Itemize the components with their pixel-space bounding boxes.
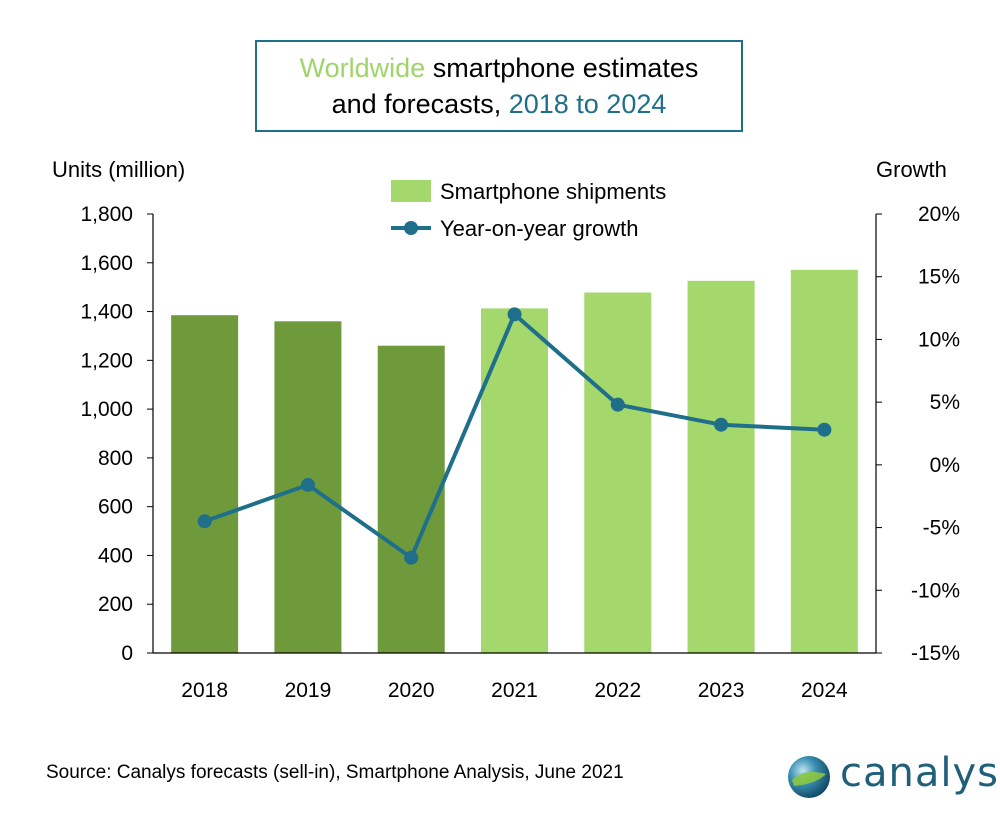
right-tick-label: -10% bbox=[911, 579, 960, 602]
left-tick-label: 800 bbox=[98, 447, 133, 470]
title-years: 2018 to 2024 bbox=[508, 89, 667, 119]
bar-2018 bbox=[171, 315, 239, 653]
right-tick-label: 10% bbox=[918, 328, 960, 351]
title-text-1: smartphone estimates bbox=[425, 53, 699, 83]
bar-2024 bbox=[790, 269, 858, 653]
growth-point-2022 bbox=[610, 397, 625, 412]
left-tick-label: 1,200 bbox=[80, 349, 133, 372]
legend-swatch-shipments bbox=[391, 180, 431, 202]
left-axis-title: Units (million) bbox=[52, 157, 186, 182]
bar-2020 bbox=[377, 345, 445, 653]
bar-2022 bbox=[584, 292, 652, 653]
x-tick-label-2021: 2021 bbox=[491, 679, 538, 702]
left-tick-label: 200 bbox=[98, 593, 133, 616]
growth-point-2018 bbox=[197, 514, 212, 529]
chart-title-line2: and forecasts, 2018 to 2024 bbox=[332, 86, 667, 122]
x-tick-label-2018: 2018 bbox=[181, 679, 228, 702]
globe-icon bbox=[788, 756, 830, 798]
right-axis-title: Growth bbox=[876, 157, 947, 182]
growth-point-2021 bbox=[507, 307, 522, 322]
left-tick-label: 1,800 bbox=[80, 203, 133, 226]
title-word-worldwide: Worldwide bbox=[299, 53, 426, 83]
title-text-2: and forecasts, bbox=[331, 89, 509, 119]
right-tick-label: -5% bbox=[923, 517, 960, 540]
x-tick-label-2024: 2024 bbox=[801, 679, 848, 702]
x-tick-label-2022: 2022 bbox=[594, 679, 641, 702]
legend-label-growth: Year-on-year growth bbox=[440, 216, 639, 241]
legend-marker-growth bbox=[404, 221, 418, 235]
chart-title: Worldwide smartphone estimates and forec… bbox=[255, 40, 743, 132]
growth-point-2024 bbox=[817, 422, 832, 437]
x-tick-label-2020: 2020 bbox=[388, 679, 435, 702]
canalys-logo: canalys bbox=[784, 748, 998, 804]
growth-point-2023 bbox=[714, 417, 729, 432]
right-tick-label: 15% bbox=[918, 266, 960, 289]
x-tick-label-2019: 2019 bbox=[285, 679, 332, 702]
left-tick-label: 1,000 bbox=[80, 398, 133, 421]
bar-2023 bbox=[687, 280, 755, 653]
legend-label-shipments: Smartphone shipments bbox=[440, 179, 666, 204]
right-tick-label: 5% bbox=[930, 391, 960, 414]
chart-title-line1: Worldwide smartphone estimates bbox=[300, 50, 699, 86]
growth-point-2020 bbox=[404, 550, 419, 565]
right-tick-label: 20% bbox=[918, 203, 960, 226]
growth-point-2019 bbox=[300, 477, 315, 492]
left-tick-label: 600 bbox=[98, 496, 133, 519]
right-tick-label: -15% bbox=[911, 642, 960, 665]
left-tick-label: 0 bbox=[121, 642, 133, 665]
left-tick-label: 1,400 bbox=[80, 301, 133, 324]
bar-2021 bbox=[481, 308, 548, 653]
right-tick-label: 0% bbox=[930, 454, 960, 477]
x-tick-label-2023: 2023 bbox=[698, 679, 745, 702]
logo-text: canalys bbox=[840, 750, 999, 796]
source-note: Source: Canalys forecasts (sell-in), Sma… bbox=[46, 762, 624, 783]
left-tick-label: 1,600 bbox=[80, 252, 133, 275]
left-tick-label: 400 bbox=[98, 544, 133, 567]
